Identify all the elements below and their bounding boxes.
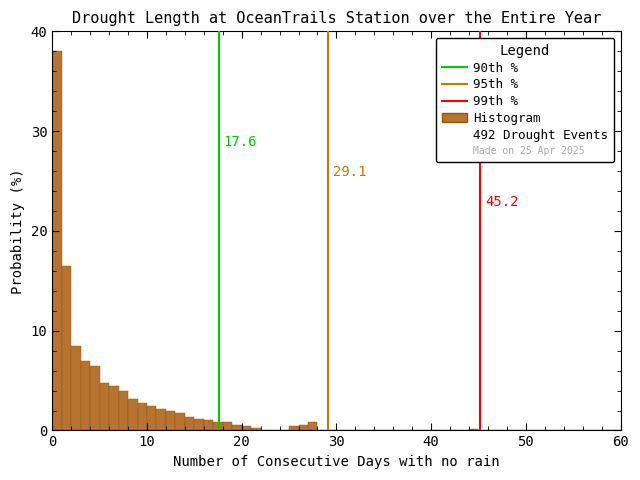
Bar <box>469 430 479 431</box>
Bar <box>213 422 223 431</box>
Y-axis label: Probability (%): Probability (%) <box>11 168 25 294</box>
Text: 29.1: 29.1 <box>333 165 366 179</box>
Bar <box>100 383 109 431</box>
Bar <box>195 419 204 431</box>
Bar <box>289 427 298 431</box>
Bar <box>242 427 251 431</box>
Bar <box>71 346 81 431</box>
Text: 17.6: 17.6 <box>224 135 257 149</box>
Bar <box>175 412 185 431</box>
Bar <box>298 425 308 431</box>
Bar <box>138 403 147 431</box>
Bar <box>52 51 61 431</box>
Bar <box>61 266 71 431</box>
Title: Drought Length at OceanTrails Station over the Entire Year: Drought Length at OceanTrails Station ov… <box>72 11 601 26</box>
Bar <box>156 408 166 431</box>
Text: 45.2: 45.2 <box>485 195 518 209</box>
Legend: 90th %, 95th %, 99th %, Histogram, 492 Drought Events, Made on 25 Apr 2025: 90th %, 95th %, 99th %, Histogram, 492 D… <box>435 38 614 162</box>
Bar <box>204 420 213 431</box>
Bar <box>232 425 242 431</box>
Bar <box>185 417 195 431</box>
Bar <box>81 360 90 431</box>
Bar <box>308 422 317 431</box>
Bar <box>128 398 138 431</box>
Bar <box>147 406 156 431</box>
Bar <box>251 429 260 431</box>
X-axis label: Number of Consecutive Days with no rain: Number of Consecutive Days with no rain <box>173 455 500 469</box>
Bar <box>118 391 128 431</box>
Bar <box>90 366 100 431</box>
Bar <box>223 422 232 431</box>
Bar <box>166 410 175 431</box>
Bar <box>109 385 118 431</box>
